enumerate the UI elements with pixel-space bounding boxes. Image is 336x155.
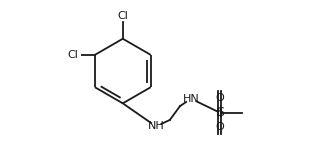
Text: S: S <box>216 106 224 119</box>
Text: Cl: Cl <box>67 50 78 60</box>
Text: HN: HN <box>183 94 200 104</box>
Text: NH: NH <box>148 121 164 131</box>
Text: O: O <box>215 122 224 132</box>
Text: O: O <box>215 93 224 103</box>
Text: Cl: Cl <box>117 11 128 21</box>
